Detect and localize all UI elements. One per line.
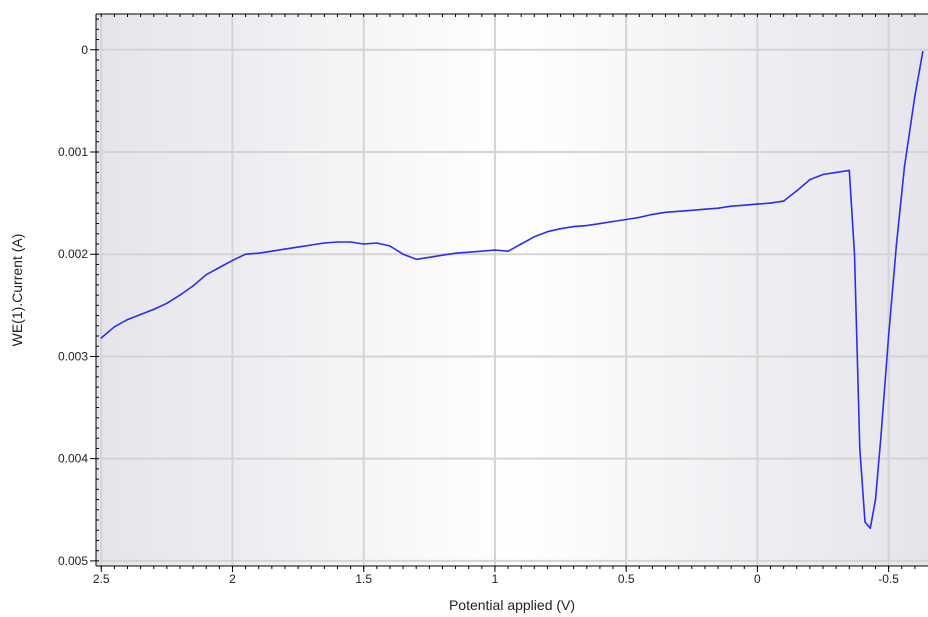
data-point [559,227,562,230]
series-points-0 [100,51,924,529]
data-point [166,302,168,305]
data-point [218,266,221,269]
data-point [481,250,483,252]
data-point [257,252,260,254]
y-tick-label: 0.005 [58,554,88,568]
data-point [454,252,457,254]
data-point [389,245,391,247]
plot-area [96,14,928,566]
data-point [415,258,418,261]
data-point [310,244,313,246]
data-point [152,308,155,311]
data-point [922,51,924,53]
data-point [179,294,181,296]
data-point [835,171,837,174]
data-point [887,335,890,337]
x-tick-label: 0.5 [618,572,635,586]
data-point [782,200,785,202]
data-point [113,326,116,328]
data-point [880,437,882,440]
axes [95,13,928,567]
data-point [796,190,798,192]
grid [96,14,928,566]
data-point [691,209,693,212]
data-point [362,243,365,245]
data-point [859,447,861,450]
data-point [869,527,872,529]
x-axis-label: Potential applied (V) [449,597,575,613]
data-point [599,222,601,225]
data-point [428,256,431,259]
data-point [402,253,404,255]
data-point [546,230,549,233]
x-tick-label: 1 [492,572,499,586]
data-point [441,254,444,256]
data-point [494,249,496,251]
y-axis-label: WE(1).Current (A) [9,234,25,347]
data-point [651,213,654,216]
x-tick-label: 2 [229,572,236,586]
data-point [192,285,194,287]
data-point [853,253,856,255]
data-point [848,169,851,172]
data-point [126,318,129,321]
data-point [895,243,898,245]
x-tick-label: 2.5 [93,572,110,586]
data-point [743,204,746,206]
data-point [586,224,588,227]
data-point [864,521,866,523]
data-point [717,207,719,209]
y-tick-label: 0.002 [58,247,88,261]
y-tick-label: 0 [81,43,88,57]
data-point [139,313,142,316]
data-point [730,205,732,207]
data-point [638,216,641,219]
y-tick-label: 0.003 [58,349,88,363]
x-tick-label: -0.5 [878,572,899,586]
data-point [612,220,614,223]
data-point [507,250,509,252]
data-point [664,211,667,214]
series-layer [100,51,924,529]
x-tick-label: 1.5 [355,572,372,586]
data-point [376,242,378,244]
y-tick-label: 0.001 [58,145,88,159]
data-point [809,178,811,181]
data-point [231,259,234,262]
data-point [704,208,706,210]
data-point [677,210,680,213]
ticks: 2.5 2 1.5 1 0.5 0 -0.5 0 0.001 0.002 0.003 0.004 0.0… [58,14,916,586]
x-tick-label: 0 [754,572,761,586]
data-point [244,253,247,255]
data-point [625,218,627,221]
data-point [297,246,299,248]
data-point [572,225,575,228]
data-point [336,241,339,243]
data-point [822,173,824,176]
y-tick-label: 0.004 [58,452,88,466]
data-point [520,243,522,245]
data-point [284,248,286,250]
data-point [914,95,916,97]
data-point [323,242,326,244]
data-point [533,236,536,238]
data-point [874,498,877,501]
data-point [205,273,207,276]
data-point [756,203,759,205]
data-point [100,337,102,339]
data-point [349,241,352,243]
data-point [903,166,906,169]
data-point [271,250,273,252]
data-point [769,202,772,204]
data-point [467,251,470,253]
